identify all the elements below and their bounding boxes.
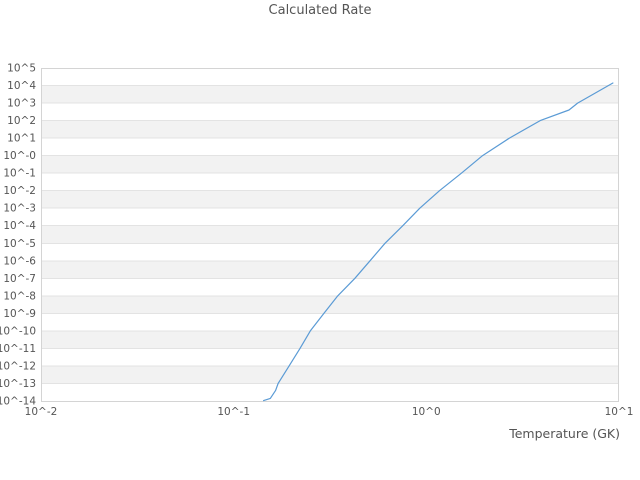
plot-band xyxy=(41,68,619,86)
plot-band xyxy=(41,278,619,296)
plot-band xyxy=(41,138,619,156)
plot-band xyxy=(41,365,619,384)
plot-band xyxy=(41,383,619,401)
x-tick-label: 10^-2 xyxy=(25,406,58,418)
y-tick-label: 10^5 xyxy=(7,63,36,75)
y-tick-label: 10^-13 xyxy=(0,378,36,390)
y-tick-label: 10^1 xyxy=(7,133,36,145)
y-tick-label: 10^-9 xyxy=(3,308,36,320)
x-tick-label: 10^0 xyxy=(412,406,441,418)
y-tick-label: 10^-12 xyxy=(0,360,36,372)
plot-band xyxy=(41,190,619,209)
y-tick-label: 10^-0 xyxy=(3,150,36,162)
y-tick-label: 10^-3 xyxy=(3,203,36,215)
plot-band xyxy=(41,295,619,314)
y-tick-label: 10^-4 xyxy=(3,220,36,232)
plot-band xyxy=(41,225,619,244)
y-tick-label: 10^-1 xyxy=(3,168,36,180)
plot-border xyxy=(41,68,619,402)
plot-band xyxy=(41,313,619,331)
y-tick-label: 10^-14 xyxy=(0,396,36,408)
plot-band xyxy=(41,103,619,121)
plot-band xyxy=(41,85,619,104)
y-tick-label: 10^-11 xyxy=(0,343,36,355)
plot-band xyxy=(41,208,619,226)
y-tick-label: 10^-8 xyxy=(3,290,36,302)
plot-band xyxy=(41,330,619,349)
y-tick-label: 10^2 xyxy=(7,115,36,127)
plot-band xyxy=(41,348,619,366)
chart-title: Calculated Rate xyxy=(268,3,372,18)
x-tick-label: 10^1 xyxy=(605,406,634,418)
y-tick-label: 10^3 xyxy=(7,98,36,110)
rate-curve xyxy=(263,82,614,402)
plot-band xyxy=(41,173,619,191)
plot-band xyxy=(41,120,619,139)
y-tick-label: 10^4 xyxy=(7,80,36,92)
plot-band xyxy=(41,155,619,174)
plot-band xyxy=(41,243,619,261)
y-tick-label: 10^-10 xyxy=(0,325,36,337)
y-tick-label: 10^-7 xyxy=(3,273,36,285)
plot-band xyxy=(41,260,619,279)
y-tick-label: 10^-5 xyxy=(3,238,36,250)
x-axis-title: Temperature (GK) xyxy=(509,426,620,441)
y-tick-label: 10^-6 xyxy=(3,255,36,267)
x-tick-label: 10^-1 xyxy=(217,406,250,418)
y-tick-label: 10^-2 xyxy=(3,185,36,197)
